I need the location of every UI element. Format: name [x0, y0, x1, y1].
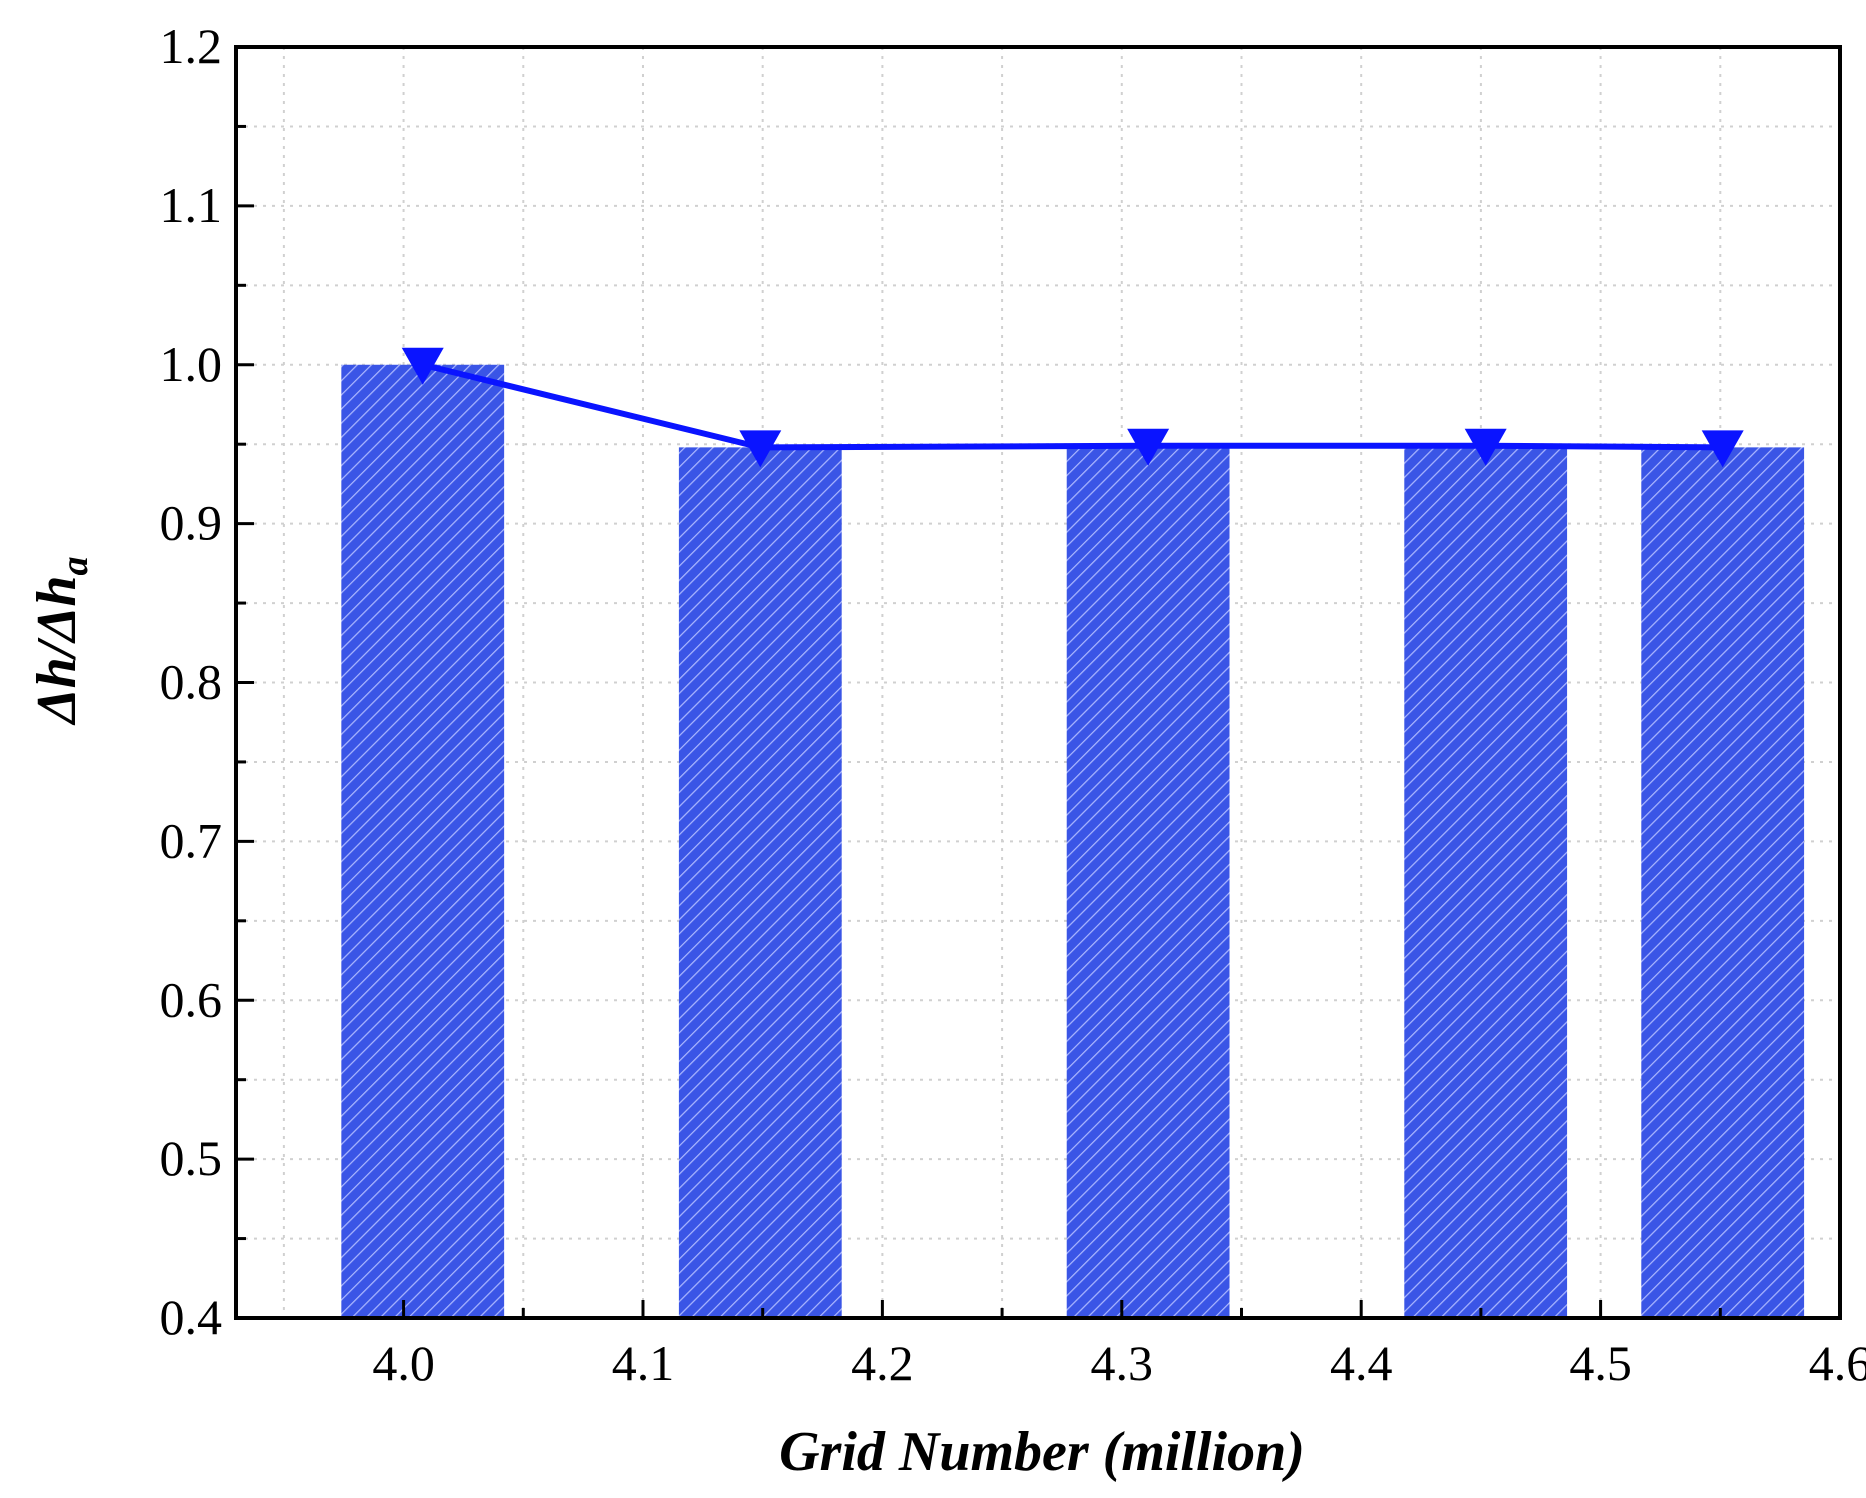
- y-tick-label: 0.9: [160, 495, 223, 551]
- y-tick-label: 1.0: [160, 336, 223, 392]
- x-tick-label: 4.3: [1091, 1335, 1154, 1391]
- line-series: [401, 347, 1744, 468]
- bar: [1066, 445, 1230, 1318]
- marker-triangle: [1127, 428, 1170, 466]
- x-tick-label: 4.2: [851, 1335, 914, 1391]
- marker-triangle: [1464, 428, 1507, 466]
- y-axis-title-main: Δh/Δh: [26, 575, 88, 725]
- x-tick-label: 4.4: [1330, 1335, 1393, 1391]
- x-tick-label: 4.0: [372, 1335, 435, 1391]
- marker-triangle: [739, 430, 782, 468]
- x-tick-labels: 4.0 4.1 4.2 4.3 4.4 4.5 4.6: [372, 1335, 1866, 1391]
- marker-triangle: [1701, 430, 1744, 468]
- bar: [341, 364, 505, 1318]
- x-tick-label: 4.1: [612, 1335, 675, 1391]
- x-tick-label: 4.6: [1809, 1335, 1866, 1391]
- bars: [341, 364, 1805, 1318]
- gridlines: [236, 47, 1840, 1318]
- y-axis-title: Δh/Δha: [26, 556, 96, 725]
- series-line: [422, 361, 1723, 451]
- bar: [678, 447, 842, 1318]
- y-tick-label: 0.6: [160, 971, 223, 1027]
- y-tick-label: 0.8: [160, 654, 223, 710]
- y-tick-labels: 0.4 0.5 0.6 0.7 0.8 0.9 1.0 1.1 1.2: [160, 18, 223, 1345]
- bar: [1641, 447, 1805, 1318]
- y-axis-title-sub: a: [54, 556, 96, 575]
- y-tick-label: 0.4: [160, 1289, 223, 1345]
- marker-triangle: [401, 347, 444, 385]
- y-tick-label: 0.5: [160, 1130, 223, 1186]
- x-tick-label: 4.5: [1569, 1335, 1632, 1391]
- axes: [234, 45, 1842, 1320]
- x-axis-title: Grid Number (million): [779, 1421, 1305, 1483]
- bar: [1404, 445, 1568, 1318]
- y-tick-label: 1.1: [160, 177, 223, 233]
- y-tick-label: 0.7: [160, 812, 223, 868]
- y-tick-label: 1.2: [160, 18, 223, 74]
